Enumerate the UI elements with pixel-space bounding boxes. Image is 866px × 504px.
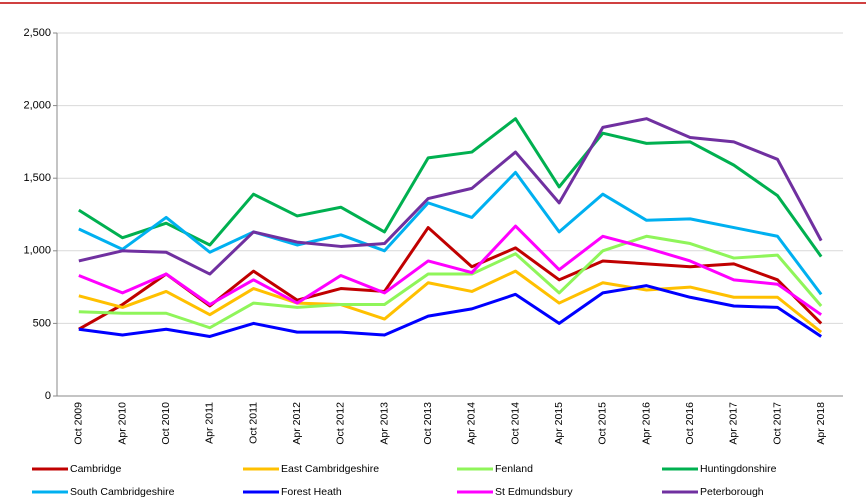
y-tick-label: 2,000 bbox=[23, 100, 51, 112]
y-tick-label: 1,000 bbox=[23, 245, 51, 257]
x-tick-label: Oct 2013 bbox=[422, 402, 434, 445]
x-tick-label: Oct 2012 bbox=[335, 402, 347, 445]
y-tick-label: 1,500 bbox=[23, 172, 51, 184]
x-tick-label: Oct 2015 bbox=[597, 402, 609, 445]
legend-label: Forest Heath bbox=[281, 486, 342, 498]
series-line bbox=[78, 224, 823, 316]
legend-label: Fenland bbox=[495, 463, 533, 475]
x-tick-label: Apr 2018 bbox=[815, 402, 827, 445]
x-tick-label: Apr 2015 bbox=[553, 402, 565, 445]
legend-label: Cambridge bbox=[70, 463, 122, 475]
series-line bbox=[78, 234, 823, 330]
x-tick-label: Apr 2012 bbox=[291, 402, 303, 445]
legend-label: Peterborough bbox=[700, 486, 764, 498]
legend-label: Huntingdonshire bbox=[700, 463, 777, 475]
legend-label: St Edmundsbury bbox=[495, 486, 573, 498]
x-tick-label: Oct 2010 bbox=[160, 402, 172, 445]
x-tick-label: Apr 2014 bbox=[466, 402, 478, 445]
series-line bbox=[78, 117, 823, 276]
x-tick-label: Oct 2009 bbox=[73, 402, 85, 445]
legend-label: East Cambridgeshire bbox=[281, 463, 379, 475]
series-line bbox=[78, 284, 822, 338]
y-tick-label: 500 bbox=[33, 317, 51, 329]
y-tick-label: 0 bbox=[45, 390, 51, 402]
series-line bbox=[78, 117, 823, 258]
y-tick-label: 2,500 bbox=[23, 27, 51, 39]
x-tick-label: Apr 2011 bbox=[204, 402, 216, 444]
x-tick-label: Oct 2016 bbox=[684, 402, 696, 445]
x-tick-label: Oct 2011 bbox=[247, 402, 259, 444]
series-line bbox=[78, 269, 823, 334]
series-line bbox=[78, 170, 823, 296]
x-tick-label: Apr 2016 bbox=[640, 402, 652, 445]
legend-label: South Cambridgeshire bbox=[70, 486, 175, 498]
x-tick-label: Apr 2013 bbox=[378, 402, 390, 445]
x-tick-label: Oct 2017 bbox=[771, 402, 783, 445]
x-tick-label: Oct 2014 bbox=[509, 402, 521, 445]
x-tick-label: Apr 2017 bbox=[728, 402, 740, 445]
x-tick-label: Apr 2010 bbox=[116, 402, 128, 445]
